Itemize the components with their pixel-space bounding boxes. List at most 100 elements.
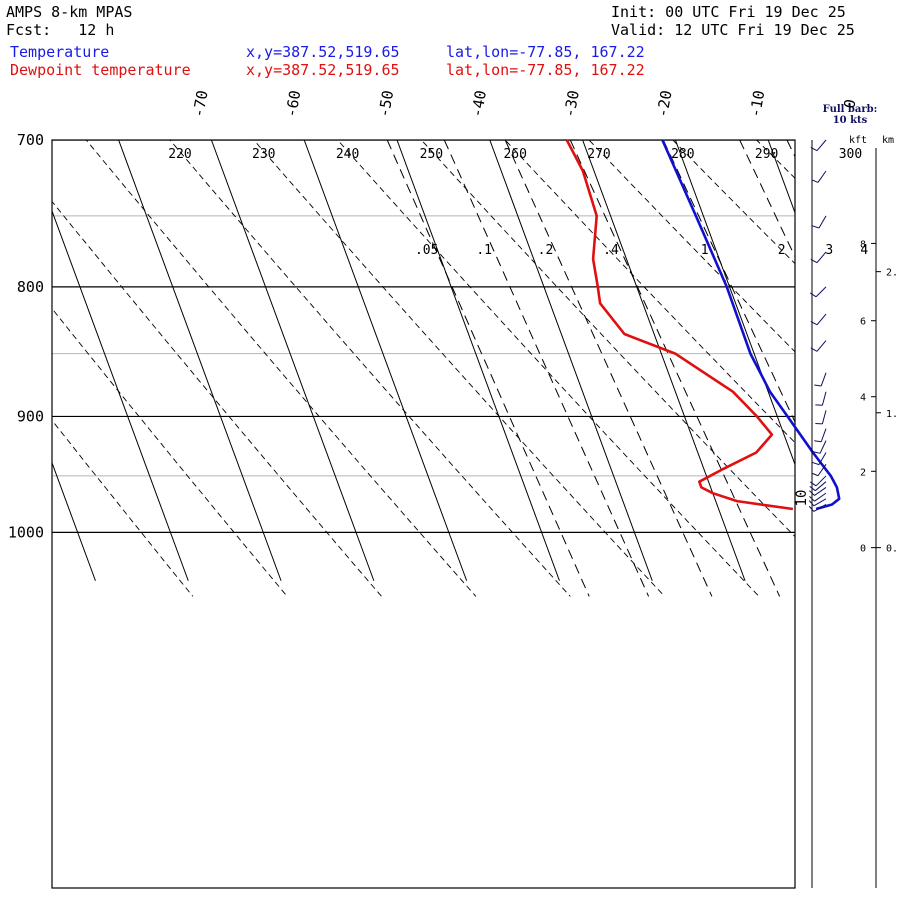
isotherm-tick-label: -10 [746,89,768,119]
wind-barb-flag [809,485,816,492]
wind-barb-flag [811,472,819,477]
wind-barb [811,463,827,477]
wind-barb-shaft [817,170,827,183]
pressure-tick-label: 700 [17,131,44,149]
kft-tick-label: 4 [860,393,866,404]
adiabat-tick-label: 290 [755,147,778,162]
mixing-ratio-line [786,140,795,158]
wind-barb-flag [813,451,821,454]
mixing-ratio-tick-label: .2 [538,243,554,258]
mixing-ratio-tick-label: .4 [603,243,619,258]
wind-barb-shaft [815,286,827,298]
kft-axis-label: kft [849,135,867,146]
wind-barb [815,410,827,425]
isotherm-tick-label: 0 [840,98,859,110]
isotherm-line [210,140,375,581]
isotherm-line [52,461,96,581]
kft-tick-label: 2 [860,467,866,478]
pressure-tick-label: 800 [17,278,44,296]
km-tick-label: 1. [886,409,898,420]
wind-barb-shaft [818,452,827,465]
dry-adiabat [755,140,795,179]
dry-adiabat [336,140,760,597]
isotherm-line [52,209,189,581]
wind-barb-shaft [817,463,827,477]
mixing-ratio-tick-label: 4 [860,243,868,258]
wind-barb [809,481,827,492]
wind-barb-flag [812,225,820,229]
isotherm-tick-label: -40 [468,89,490,119]
mixing-ratio-tick-label: .1 [476,243,492,258]
wind-barb [812,452,827,466]
isotherm-tick-label: -30 [560,89,582,119]
barb-side-label: 10 [794,490,810,507]
legend-dewpoint: Dewpoint temperature [10,61,191,79]
wind-barb-flag [810,258,818,264]
dry-adiabat [504,140,795,444]
isotherm-line [861,140,900,581]
pressure-tick-label: 1000 [8,523,44,541]
adiabat-tick-label: 300 [839,147,862,162]
mixing-ratio-line [569,140,781,597]
barb-legend-line1: Full barb: [822,104,878,115]
latlon-dewpoint: lat,lon=-77.85, 167.22 [446,61,645,79]
forecast-hour: Fcst: 12 h [6,21,115,39]
wind-barb-shaft [821,391,827,406]
wind-barb-flag [811,179,819,183]
wind-barb [809,475,827,487]
xy-temperature: x,y=387.52,519.65 [246,43,400,61]
dry-adiabat [52,200,382,597]
wind-barb [808,504,827,512]
pressure-tick-label: 900 [17,407,44,425]
wind-barb-shaft [820,428,827,442]
mixing-ratio-line [443,140,650,597]
wind-barb-shaft [814,487,827,496]
dry-adiabat [253,140,665,597]
wind-barb-flag [809,490,815,496]
wind-barb-shaft [814,481,827,492]
wind-barb-shaft [821,410,827,424]
wind-barb [811,170,827,183]
wind-barb-shaft [818,215,827,229]
wind-barb-flag [809,292,817,298]
isotherm-line [303,140,468,581]
isotherm-line [489,140,653,581]
mixing-ratio-tick-label: 3 [825,243,833,258]
adiabat-tick-label: 260 [503,147,526,162]
km-axis-label: km [882,135,894,146]
wind-barb [809,286,827,298]
barb-legend: Full barb: 10 kts [812,104,888,126]
wind-barb [808,498,827,507]
wind-barb [813,440,827,454]
wind-barb [809,492,827,502]
wind-barb [814,372,827,387]
mixing-ratio-line [739,140,795,258]
latlon-temperature: lat,lon=-77.85, 167.22 [446,43,645,61]
isotherm-line [118,140,282,581]
isotherm-tick-label: -60 [282,89,304,119]
adiabat-tick-label: 280 [671,147,694,162]
wind-barb-flag [814,440,822,443]
mixing-ratio-line [504,140,713,597]
wind-barb-shaft [813,498,827,507]
wind-barb-flag [810,321,818,326]
adiabat-tick-label: 240 [336,147,359,162]
wind-barb [815,391,827,406]
wind-barb-shaft [816,313,827,326]
adiabat-tick-label: 230 [252,147,275,162]
isotherm-line [582,140,746,581]
wind-barb-flag [812,461,820,466]
isotherm-line [767,140,795,215]
init-time: Init: 00 UTC Fri 19 Dec 25 [611,3,846,21]
dry-adiabat [52,307,288,597]
isotherm-line [674,140,795,466]
wind-barb-flag [809,481,817,487]
wind-barb-flag [810,347,818,352]
wind-barb-shaft [815,475,827,487]
wind-barb [810,313,827,326]
kft-tick-label: 0 [860,544,866,555]
dry-adiabat [52,419,194,597]
wind-barb-flag [809,496,815,502]
wind-barb-shaft [814,492,827,502]
isotherm-tick-label: -50 [375,89,397,119]
